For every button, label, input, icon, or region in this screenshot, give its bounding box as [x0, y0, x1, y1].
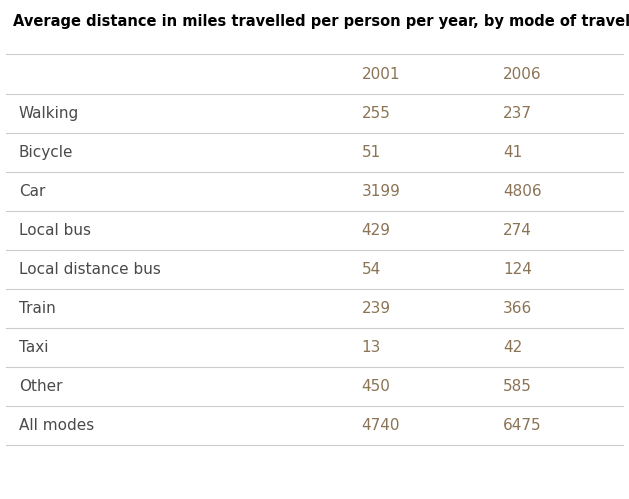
- Text: 585: 585: [503, 379, 532, 394]
- Text: 41: 41: [503, 145, 523, 160]
- Text: 6475: 6475: [503, 418, 542, 433]
- Text: Academic IELTS Writing Task 1 Topic 25: Academic IELTS Writing Task 1 Topic 25: [53, 465, 576, 489]
- Text: 4740: 4740: [362, 418, 400, 433]
- Text: 42: 42: [503, 340, 523, 355]
- Text: 2001: 2001: [362, 66, 400, 81]
- Text: Train: Train: [19, 301, 55, 316]
- Text: 255: 255: [362, 106, 391, 121]
- Text: 13: 13: [362, 340, 381, 355]
- Text: 2006: 2006: [503, 66, 542, 81]
- Text: 51: 51: [362, 145, 381, 160]
- Text: 237: 237: [503, 106, 532, 121]
- Text: Local distance bus: Local distance bus: [19, 262, 161, 277]
- Text: 3199: 3199: [362, 184, 401, 199]
- Text: 54: 54: [362, 262, 381, 277]
- Text: 4806: 4806: [503, 184, 542, 199]
- Text: Average distance in miles travelled per person per year, by mode of travel: Average distance in miles travelled per …: [13, 13, 629, 28]
- Text: Other: Other: [19, 379, 62, 394]
- Text: 450: 450: [362, 379, 391, 394]
- Text: 274: 274: [503, 223, 532, 238]
- Text: 239: 239: [362, 301, 391, 316]
- Text: 366: 366: [503, 301, 533, 316]
- Text: Car: Car: [19, 184, 45, 199]
- Text: Bicycle: Bicycle: [19, 145, 74, 160]
- Text: Local bus: Local bus: [19, 223, 91, 238]
- Text: 429: 429: [362, 223, 391, 238]
- Text: Taxi: Taxi: [19, 340, 48, 355]
- Text: 124: 124: [503, 262, 532, 277]
- Text: Walking: Walking: [19, 106, 79, 121]
- Text: All modes: All modes: [19, 418, 94, 433]
